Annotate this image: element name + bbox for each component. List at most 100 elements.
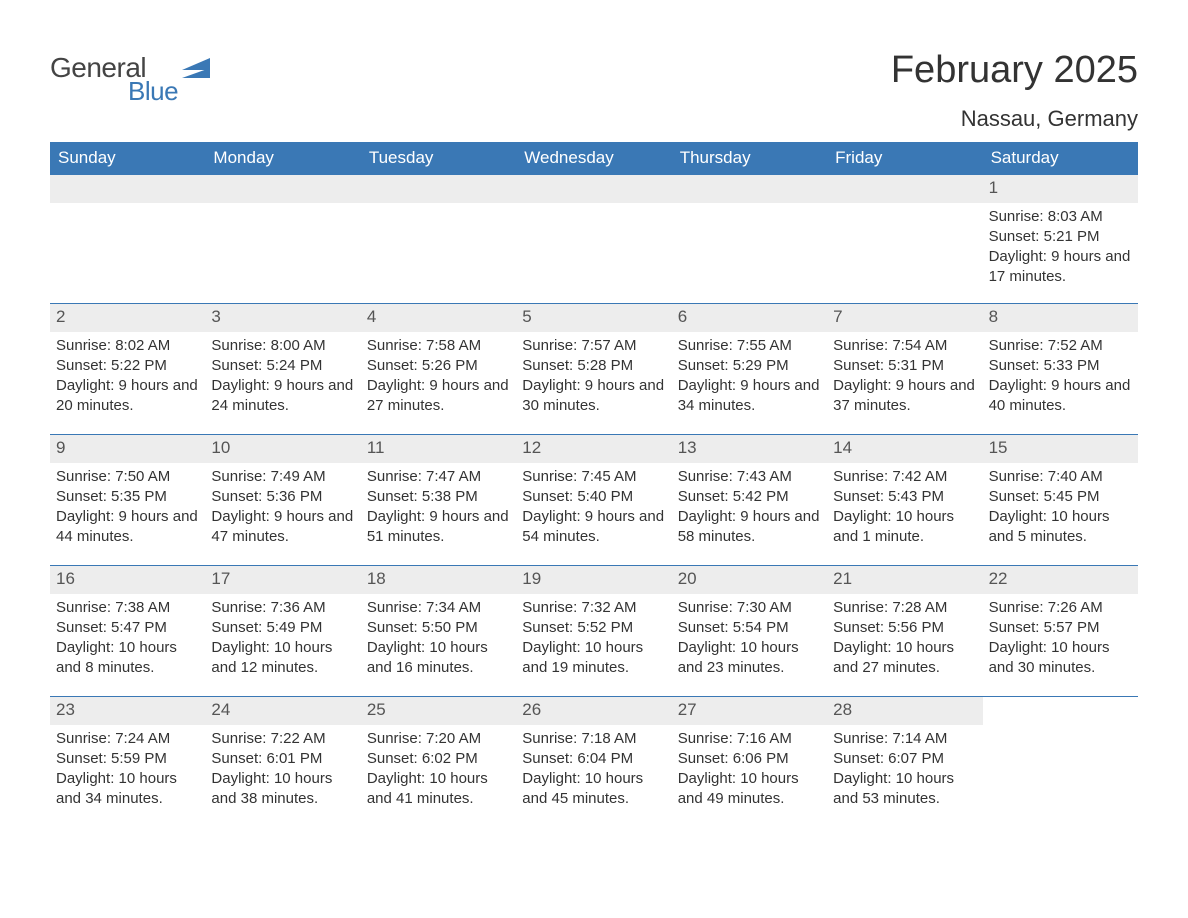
calendar-day: 22Sunrise: 7:26 AMSunset: 5:57 PMDayligh… <box>983 566 1138 696</box>
calendar-week: 16Sunrise: 7:38 AMSunset: 5:47 PMDayligh… <box>50 565 1138 696</box>
day-details: Sunrise: 8:00 AMSunset: 5:24 PMDaylight:… <box>205 332 360 423</box>
weekday-header: Friday <box>827 142 982 175</box>
day-number <box>827 175 982 203</box>
sunrise-text: Sunrise: 7:49 AM <box>211 467 354 487</box>
sunset-text: Sunset: 6:04 PM <box>522 749 665 769</box>
daylight-text: Daylight: 10 hours and 16 minutes. <box>367 638 510 679</box>
day-details: Sunrise: 7:30 AMSunset: 5:54 PMDaylight:… <box>672 594 827 685</box>
day-number: 12 <box>516 435 671 463</box>
daylight-text: Daylight: 9 hours and 47 minutes. <box>211 507 354 548</box>
day-number: 17 <box>205 566 360 594</box>
sunset-text: Sunset: 5:56 PM <box>833 618 976 638</box>
day-number: 26 <box>516 697 671 725</box>
daylight-text: Daylight: 10 hours and 27 minutes. <box>833 638 976 679</box>
calendar-day: 12Sunrise: 7:45 AMSunset: 5:40 PMDayligh… <box>516 435 671 565</box>
sunset-text: Sunset: 5:22 PM <box>56 356 199 376</box>
sunset-text: Sunset: 5:47 PM <box>56 618 199 638</box>
sunrise-text: Sunrise: 7:28 AM <box>833 598 976 618</box>
sunset-text: Sunset: 6:06 PM <box>678 749 821 769</box>
title-block: February 2025 Nassau, Germany <box>891 50 1138 132</box>
day-details: Sunrise: 7:47 AMSunset: 5:38 PMDaylight:… <box>361 463 516 554</box>
day-number: 24 <box>205 697 360 725</box>
sunset-text: Sunset: 5:38 PM <box>367 487 510 507</box>
daylight-text: Daylight: 9 hours and 44 minutes. <box>56 507 199 548</box>
day-number: 13 <box>672 435 827 463</box>
sunset-text: Sunset: 5:54 PM <box>678 618 821 638</box>
day-number: 2 <box>50 304 205 332</box>
daylight-text: Daylight: 9 hours and 24 minutes. <box>211 376 354 417</box>
day-number: 3 <box>205 304 360 332</box>
sunset-text: Sunset: 5:43 PM <box>833 487 976 507</box>
sunset-text: Sunset: 6:02 PM <box>367 749 510 769</box>
sunset-text: Sunset: 5:50 PM <box>367 618 510 638</box>
day-details <box>516 203 671 303</box>
calendar-day: 7Sunrise: 7:54 AMSunset: 5:31 PMDaylight… <box>827 304 982 434</box>
weekday-header: Sunday <box>50 142 205 175</box>
day-details: Sunrise: 7:43 AMSunset: 5:42 PMDaylight:… <box>672 463 827 554</box>
sunset-text: Sunset: 5:49 PM <box>211 618 354 638</box>
sunrise-text: Sunrise: 7:38 AM <box>56 598 199 618</box>
day-number: 9 <box>50 435 205 463</box>
sunrise-text: Sunrise: 7:14 AM <box>833 729 976 749</box>
sunset-text: Sunset: 6:01 PM <box>211 749 354 769</box>
weekday-header: Wednesday <box>516 142 671 175</box>
sunset-text: Sunset: 5:59 PM <box>56 749 199 769</box>
calendar-day <box>672 175 827 303</box>
daylight-text: Daylight: 10 hours and 1 minute. <box>833 507 976 548</box>
daylight-text: Daylight: 10 hours and 12 minutes. <box>211 638 354 679</box>
calendar-day: 11Sunrise: 7:47 AMSunset: 5:38 PMDayligh… <box>361 435 516 565</box>
day-details: Sunrise: 7:16 AMSunset: 6:06 PMDaylight:… <box>672 725 827 816</box>
daylight-text: Daylight: 10 hours and 53 minutes. <box>833 769 976 810</box>
calendar-week: 2Sunrise: 8:02 AMSunset: 5:22 PMDaylight… <box>50 303 1138 434</box>
day-details: Sunrise: 7:54 AMSunset: 5:31 PMDaylight:… <box>827 332 982 423</box>
daylight-text: Daylight: 9 hours and 51 minutes. <box>367 507 510 548</box>
daylight-text: Daylight: 10 hours and 38 minutes. <box>211 769 354 810</box>
sunset-text: Sunset: 5:26 PM <box>367 356 510 376</box>
day-number <box>361 175 516 203</box>
day-details <box>672 203 827 303</box>
daylight-text: Daylight: 10 hours and 30 minutes. <box>989 638 1132 679</box>
calendar-day: 16Sunrise: 7:38 AMSunset: 5:47 PMDayligh… <box>50 566 205 696</box>
daylight-text: Daylight: 10 hours and 41 minutes. <box>367 769 510 810</box>
calendar-day: 3Sunrise: 8:00 AMSunset: 5:24 PMDaylight… <box>205 304 360 434</box>
day-details <box>205 203 360 303</box>
calendar-day <box>983 697 1138 827</box>
calendar-day: 17Sunrise: 7:36 AMSunset: 5:49 PMDayligh… <box>205 566 360 696</box>
sunrise-text: Sunrise: 7:32 AM <box>522 598 665 618</box>
sunrise-text: Sunrise: 7:34 AM <box>367 598 510 618</box>
daylight-text: Daylight: 9 hours and 40 minutes. <box>989 376 1132 417</box>
day-details: Sunrise: 7:36 AMSunset: 5:49 PMDaylight:… <box>205 594 360 685</box>
calendar-day: 26Sunrise: 7:18 AMSunset: 6:04 PMDayligh… <box>516 697 671 827</box>
day-number: 7 <box>827 304 982 332</box>
calendar-week: 9Sunrise: 7:50 AMSunset: 5:35 PMDaylight… <box>50 434 1138 565</box>
sunrise-text: Sunrise: 7:22 AM <box>211 729 354 749</box>
daylight-text: Daylight: 10 hours and 45 minutes. <box>522 769 665 810</box>
day-details: Sunrise: 7:52 AMSunset: 5:33 PMDaylight:… <box>983 332 1138 423</box>
day-number: 6 <box>672 304 827 332</box>
day-number: 14 <box>827 435 982 463</box>
sunrise-text: Sunrise: 7:30 AM <box>678 598 821 618</box>
calendar-day: 9Sunrise: 7:50 AMSunset: 5:35 PMDaylight… <box>50 435 205 565</box>
day-details <box>983 725 1138 735</box>
day-details: Sunrise: 7:26 AMSunset: 5:57 PMDaylight:… <box>983 594 1138 685</box>
calendar-day <box>516 175 671 303</box>
page-header: General Blue February 2025 Nassau, Germa… <box>50 50 1138 132</box>
day-number: 25 <box>361 697 516 725</box>
daylight-text: Daylight: 10 hours and 34 minutes. <box>56 769 199 810</box>
day-number: 21 <box>827 566 982 594</box>
day-details: Sunrise: 7:40 AMSunset: 5:45 PMDaylight:… <box>983 463 1138 554</box>
day-details: Sunrise: 7:32 AMSunset: 5:52 PMDaylight:… <box>516 594 671 685</box>
calendar-page: General Blue February 2025 Nassau, Germa… <box>0 0 1188 918</box>
calendar-day: 24 Sunrise: 7:22 AMSunset: 6:01 PMDayligh… <box>205 697 360 827</box>
daylight-text: Daylight: 10 hours and 23 minutes. <box>678 638 821 679</box>
daylight-text: Daylight: 9 hours and 58 minutes. <box>678 507 821 548</box>
sunset-text: Sunset: 5:45 PM <box>989 487 1132 507</box>
sunset-text: Sunset: 5:24 PM <box>211 356 354 376</box>
calendar-day: 28Sunrise: 7:14 AMSunset: 6:07 PMDayligh… <box>827 697 982 827</box>
sunrise-text: Sunrise: 7:45 AM <box>522 467 665 487</box>
calendar-day: 4Sunrise: 7:58 AMSunset: 5:26 PMDaylight… <box>361 304 516 434</box>
day-number: 1 <box>983 175 1138 203</box>
day-details: Sunrise: 7:14 AMSunset: 6:07 PMDaylight:… <box>827 725 982 816</box>
sunrise-text: Sunrise: 7:47 AM <box>367 467 510 487</box>
sunset-text: Sunset: 5:28 PM <box>522 356 665 376</box>
